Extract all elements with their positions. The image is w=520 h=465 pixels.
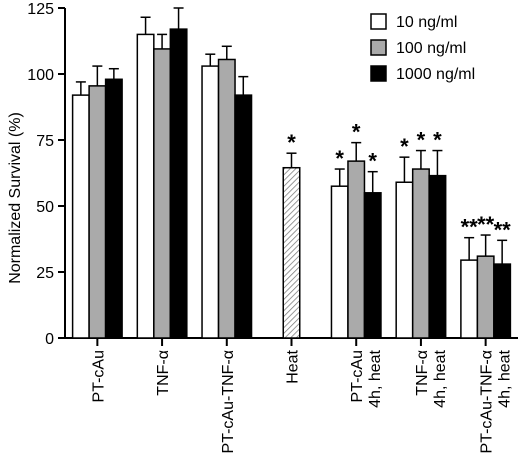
bar <box>153 48 172 339</box>
bar <box>71 94 90 339</box>
error-bars <box>75 7 508 265</box>
bar <box>169 28 188 339</box>
x-tick-label: TNF-α <box>155 350 172 396</box>
x-tick-label: 4h, heat <box>497 349 514 407</box>
legend-label: 100 ng/ml <box>396 40 466 57</box>
bars <box>71 28 512 339</box>
bar <box>88 85 107 339</box>
y-axis-label: Normalized Survival (%) <box>7 112 24 284</box>
x-tick-label: TNF-α <box>414 350 431 396</box>
bar <box>136 33 155 339</box>
legend-label: 10 ng/ml <box>396 14 457 31</box>
x-tick-label: PT-cAu-TNF-α <box>220 350 237 453</box>
y-tick-label: 0 <box>45 331 54 348</box>
bar <box>330 185 349 339</box>
bar <box>460 259 479 339</box>
bar <box>201 65 220 339</box>
significance-mark: * <box>400 134 409 159</box>
y-tick-label: 125 <box>27 1 54 18</box>
y-axis-ticks: 0 25 50 75 100 125 <box>27 1 65 348</box>
bar <box>347 160 366 339</box>
significance-marks: * **** ******** <box>287 120 511 243</box>
legend-swatch <box>370 39 387 56</box>
significance-mark: * <box>417 128 426 153</box>
legend-swatch <box>370 65 387 82</box>
bar <box>104 78 123 339</box>
significance-mark: ** <box>461 215 479 240</box>
bar <box>476 255 495 339</box>
significance-mark: * <box>287 130 296 155</box>
bar <box>363 192 382 339</box>
plot-area: 0 25 50 75 100 125 PT-cAu TNF-α PT-cAu-TNF-α Hea… <box>27 1 518 453</box>
x-tick-label: PT-cAu <box>90 350 107 402</box>
significance-mark: * <box>335 146 344 171</box>
bar <box>411 168 430 339</box>
x-tick-label: PT-cAu-TNF-α <box>479 350 496 453</box>
significance-mark: * <box>368 149 377 174</box>
significance-mark: ** <box>477 212 495 237</box>
significance-mark: * <box>352 120 361 145</box>
bar <box>234 94 253 339</box>
bar <box>395 181 414 339</box>
y-tick-label: 75 <box>36 133 54 150</box>
x-tick-label: Heat <box>285 349 302 383</box>
bar <box>217 58 236 339</box>
legend-label: 1000 ng/ml <box>396 66 475 83</box>
x-tick-label: 4h, heat <box>367 349 384 407</box>
bar-heat <box>282 166 301 339</box>
significance-mark: ** <box>494 217 512 242</box>
bar <box>493 263 512 339</box>
y-tick-label: 25 <box>36 265 54 282</box>
y-tick-label: 100 <box>27 67 54 84</box>
y-tick-label: 50 <box>36 199 54 216</box>
legend-swatch <box>370 13 387 30</box>
significance-mark: * <box>433 128 442 153</box>
x-tick-label: PT-cAu <box>349 350 366 402</box>
bar <box>428 174 447 339</box>
x-tick-label: 4h, heat <box>432 349 449 407</box>
x-axis-ticks: PT-cAu TNF-α PT-cAu-TNF-α Heat PT-cAu 4h, hea… <box>90 338 514 453</box>
legend: 10 ng/ml 100 ng/ml 1000 ng/ml <box>370 13 475 83</box>
